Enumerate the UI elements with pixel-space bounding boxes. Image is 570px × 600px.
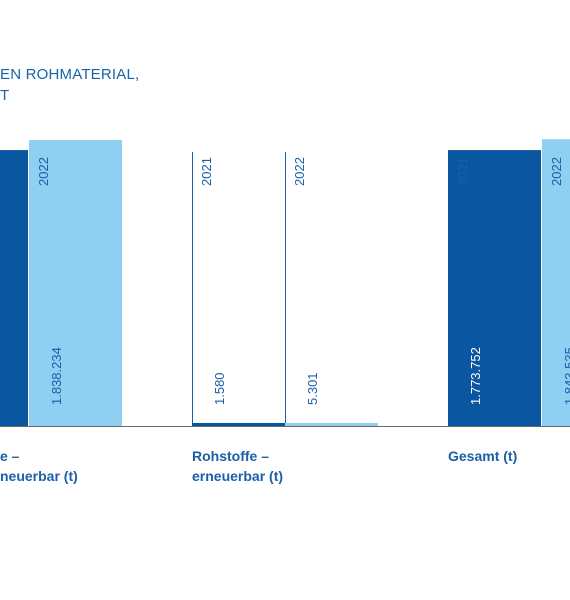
chart-title-line-1: EN ROHMATERIAL, xyxy=(0,66,140,83)
value-label-2021-1: 1.580 xyxy=(212,372,227,405)
year-label-2021-1: 2021 xyxy=(199,157,214,186)
chart-title-line-2: T xyxy=(0,87,10,104)
year-label-2021-2: 2021 xyxy=(455,157,470,186)
category-label-0-line-1: e – xyxy=(0,448,20,464)
bar-2021-0 xyxy=(0,150,28,427)
bar-2022-2 xyxy=(542,139,570,426)
value-label-2022-0: 1.838.234 xyxy=(49,347,64,405)
year-label-2022-2: 2022 xyxy=(549,157,564,186)
year-label-2022-1: 2022 xyxy=(292,157,307,186)
bar-2021-2 xyxy=(448,150,541,427)
category-label-1: Rohstoffe – erneuerbar (t) xyxy=(192,446,283,486)
value-label-2021-2: 1.773.752 xyxy=(468,347,483,405)
year-label-2022-0: 2022 xyxy=(36,157,51,186)
bar-2022-0 xyxy=(29,140,122,426)
value-label-2022-1: 5.301 xyxy=(305,372,320,405)
category-label-1-line-2: erneuerbar (t) xyxy=(192,468,284,484)
bar-2021-1 xyxy=(192,423,285,426)
category-label-2-line-1: Gesamt (t) xyxy=(448,448,518,464)
bar-2022-1 xyxy=(285,423,378,426)
category-label-0-line-2: neuerbar (t) xyxy=(0,468,78,484)
category-label-0: e – neuerbar (t) xyxy=(0,446,78,486)
category-label-1-line-1: Rohstoffe – xyxy=(192,448,269,464)
category-label-2: Gesamt (t) xyxy=(448,446,517,466)
value-label-2022-2: 1.843.535 xyxy=(562,347,570,405)
